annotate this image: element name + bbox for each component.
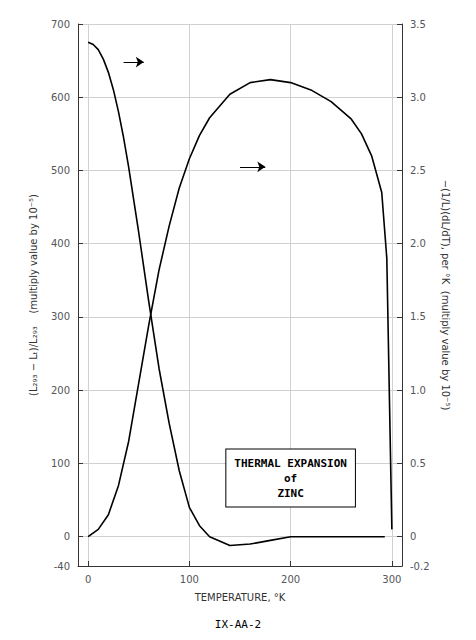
svg-text:-0.2: -0.2 [410,561,430,572]
svg-text:600: 600 [51,92,70,103]
svg-text:−(1/L)(dL/dT), per °K (multip: −(1/L)(dL/dT), per °K (multiply value by… [440,180,451,411]
svg-text:100: 100 [51,458,70,469]
svg-text:3.5: 3.5 [410,19,426,30]
svg-text:THERMAL EXPANSION: THERMAL EXPANSION [234,457,347,470]
svg-text:1.5: 1.5 [410,311,426,322]
svg-text:TEMPERATURE, °K: TEMPERATURE, °K [194,592,286,603]
svg-text:700: 700 [51,19,70,30]
svg-text:100: 100 [180,574,199,585]
svg-text:0: 0 [85,574,91,585]
svg-text:300: 300 [51,311,70,322]
svg-text:2.0: 2.0 [410,238,426,249]
svg-text:2.5: 2.5 [410,165,426,176]
svg-text:of: of [284,472,297,485]
svg-text:(L₂₉₃ − Lₜ)/L₂₉₃ (multiply: (L₂₉₃ − Lₜ)/L₂₉₃ (multiply value by 10⁻⁵… [28,194,39,396]
svg-text:0: 0 [64,531,70,542]
svg-text:ZINC: ZINC [277,487,304,500]
svg-text:IX-AA-2: IX-AA-2 [215,618,261,631]
svg-text:-40: -40 [54,561,70,572]
svg-text:300: 300 [382,574,401,585]
svg-text:0.5: 0.5 [410,458,426,469]
svg-text:0: 0 [410,531,416,542]
svg-text:200: 200 [281,574,300,585]
svg-text:1.0: 1.0 [410,385,426,396]
svg-text:3.0: 3.0 [410,92,426,103]
svg-text:400: 400 [51,238,70,249]
svg-text:500: 500 [51,165,70,176]
svg-text:200: 200 [51,385,70,396]
